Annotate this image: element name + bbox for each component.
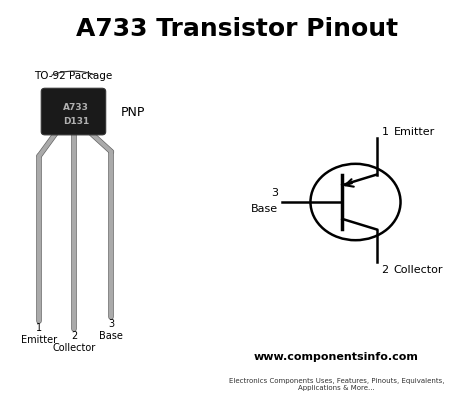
Text: D131: D131 <box>63 117 89 126</box>
Text: Electronics Components Uses, Features, Pinouts, Equivalents,
Applications & More: Electronics Components Uses, Features, P… <box>229 377 444 390</box>
Text: Base: Base <box>251 204 278 213</box>
Text: Collector: Collector <box>53 342 96 352</box>
Text: 3: 3 <box>271 188 278 197</box>
Text: Emitter: Emitter <box>21 334 57 344</box>
Text: Emitter: Emitter <box>393 126 435 136</box>
Text: 2: 2 <box>71 330 78 340</box>
Text: 1: 1 <box>382 126 389 136</box>
FancyBboxPatch shape <box>41 89 106 136</box>
Text: PNP: PNP <box>120 106 145 119</box>
Text: Collector: Collector <box>393 265 443 275</box>
Text: TO-92 Package: TO-92 Package <box>34 71 113 81</box>
Text: A733: A733 <box>63 103 89 111</box>
Text: 3: 3 <box>109 318 114 328</box>
Text: 2: 2 <box>382 265 389 275</box>
Text: 1: 1 <box>36 322 42 332</box>
Text: Base: Base <box>100 330 123 340</box>
Text: A733 Transistor Pinout: A733 Transistor Pinout <box>76 17 398 41</box>
Text: www.componentsinfo.com: www.componentsinfo.com <box>254 351 419 361</box>
